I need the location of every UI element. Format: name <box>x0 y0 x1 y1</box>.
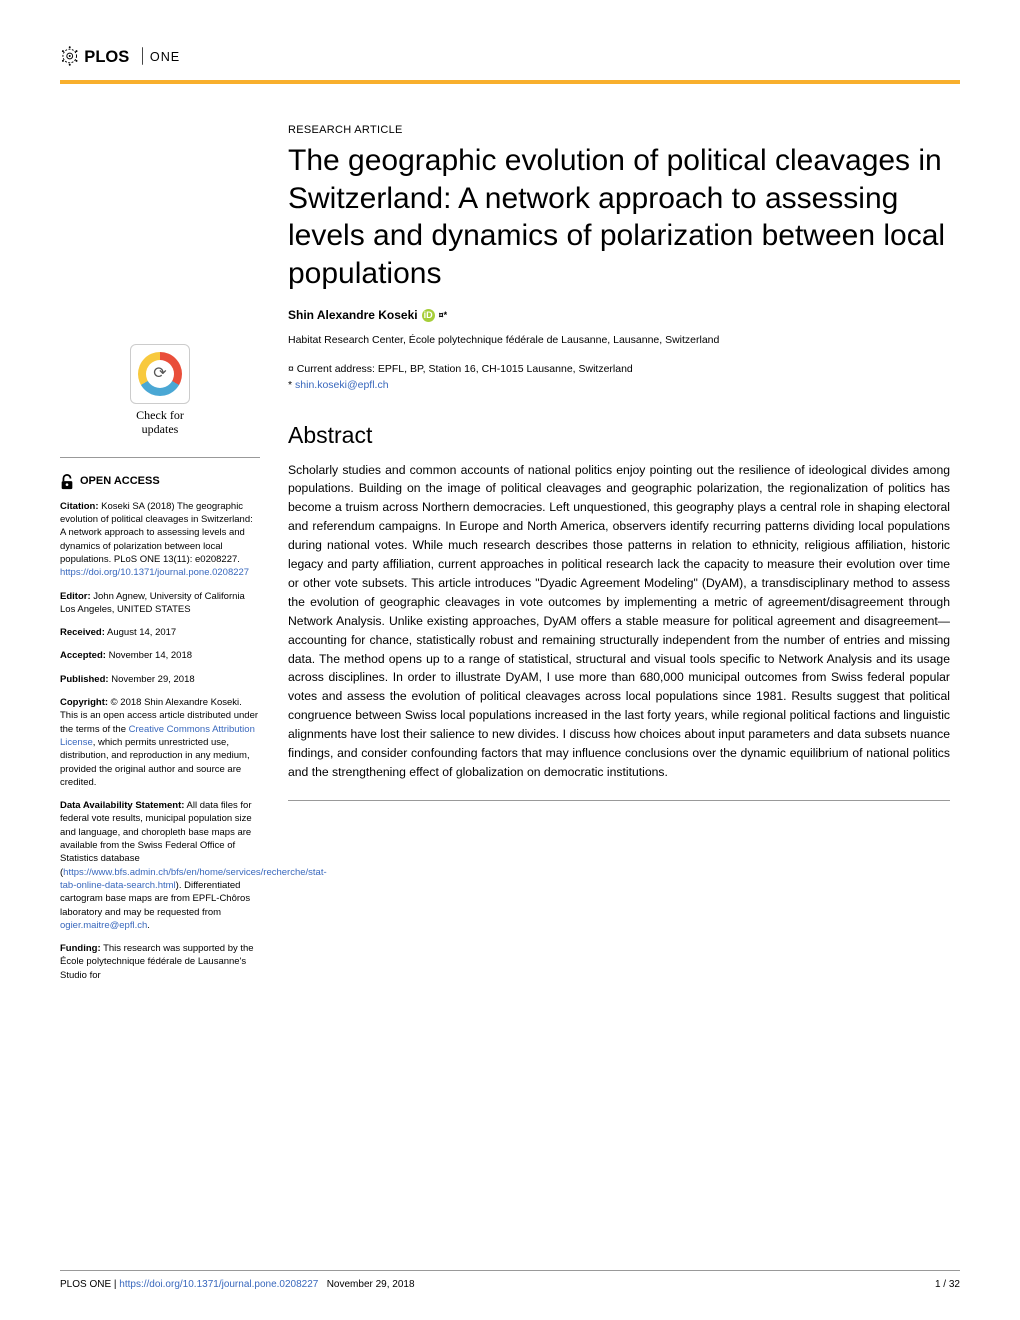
data-text3: . <box>147 920 150 931</box>
data-label: Data Availability Statement: <box>60 800 184 811</box>
open-access-label: OPEN ACCESS <box>80 474 160 489</box>
svg-text:PLOS: PLOS <box>84 47 129 66</box>
editor-block: Editor: John Agnew, University of Califo… <box>60 590 260 617</box>
article-title: The geographic evolution of political cl… <box>288 142 950 292</box>
footer-date: November 29, 2018 <box>327 1279 415 1290</box>
received-block: Received: August 14, 2017 <box>60 626 260 639</box>
page-footer: PLOS ONE | https://doi.org/10.1371/journ… <box>60 1270 960 1290</box>
address-block: ¤ Current address: EPFL, BP, Station 16,… <box>288 362 950 394</box>
plos-one-logo-svg: PLOS ONE <box>60 40 235 72</box>
accepted-block: Accepted: November 14, 2018 <box>60 649 260 662</box>
article-type: RESEARCH ARTICLE <box>288 124 950 136</box>
check-updates-badge[interactable]: ⟳ Check for updates <box>60 344 260 437</box>
main-column: RESEARCH ARTICLE The geographic evolutio… <box>288 124 960 992</box>
accepted-label: Accepted: <box>60 650 106 661</box>
funding-label: Funding: <box>60 943 101 954</box>
published-text: November 29, 2018 <box>109 674 195 685</box>
author-name: Shin Alexandre Koseki <box>288 308 418 322</box>
journal-logo: PLOS ONE <box>60 40 960 72</box>
author-marks: ¤* <box>439 310 448 320</box>
citation-block: Citation: Koseki SA (2018) The geographi… <box>60 500 260 580</box>
published-label: Published: <box>60 674 109 685</box>
funding-block: Funding: This research was supported by … <box>60 942 260 982</box>
received-label: Received: <box>60 627 105 638</box>
data-availability-block: Data Availability Statement: All data fi… <box>60 799 260 932</box>
author-line: Shin Alexandre Koseki iD ¤* <box>288 308 950 322</box>
footer-journal: PLOS ONE | <box>60 1279 119 1290</box>
accepted-text: November 14, 2018 <box>106 650 192 661</box>
abstract-text: Scholarly studies and common accounts of… <box>288 461 950 782</box>
affiliation: Habitat Research Center, École polytechn… <box>288 334 950 346</box>
abstract-heading: Abstract <box>288 422 950 449</box>
sidebar: ⟳ Check for updates OPEN ACCESS Citation… <box>60 124 260 992</box>
citation-label: Citation: <box>60 501 99 512</box>
published-block: Published: November 29, 2018 <box>60 673 260 686</box>
author-email-link[interactable]: shin.koseki@epfl.ch <box>295 379 389 391</box>
open-lock-icon <box>60 474 74 490</box>
header-rule <box>60 80 960 84</box>
check-updates-line1: Check for <box>136 408 184 422</box>
svg-text:ONE: ONE <box>150 50 180 64</box>
received-text: August 14, 2017 <box>105 627 176 638</box>
citation-doi-link[interactable]: https://doi.org/10.1371/journal.pone.020… <box>60 567 249 578</box>
orcid-icon[interactable]: iD <box>422 309 435 322</box>
open-access-indicator: OPEN ACCESS <box>60 474 260 490</box>
copyright-block: Copyright: © 2018 Shin Alexandre Koseki.… <box>60 696 260 789</box>
copyright-label: Copyright: <box>60 697 108 708</box>
email-mark: * <box>288 379 292 391</box>
data-contact-email[interactable]: ogier.maitre@epfl.ch <box>60 920 147 931</box>
editor-label: Editor: <box>60 591 91 602</box>
footer-doi-link[interactable]: https://doi.org/10.1371/journal.pone.020… <box>119 1279 318 1290</box>
current-addr-mark: ¤ <box>288 363 294 375</box>
check-updates-line2: updates <box>142 422 179 436</box>
abstract-end-rule <box>288 800 950 801</box>
current-addr: Current address: EPFL, BP, Station 16, C… <box>297 363 633 375</box>
footer-page-number: 1 / 32 <box>935 1279 960 1290</box>
